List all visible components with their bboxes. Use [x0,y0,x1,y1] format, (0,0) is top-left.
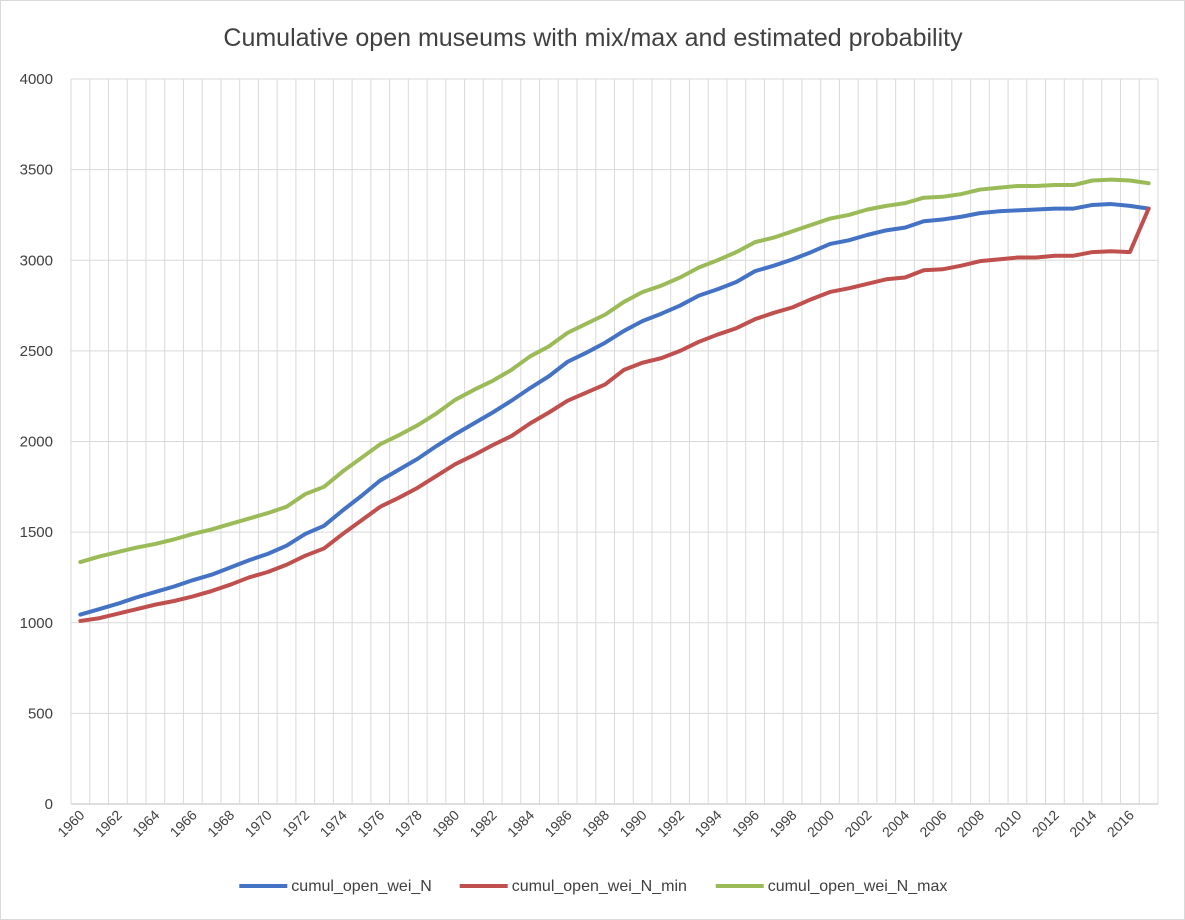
y-tick-label: 4000 [20,71,53,88]
gridlines [70,78,1159,805]
series-line-cumul-open-wei-N-max [78,177,1151,565]
y-tick-label: 1000 [20,615,53,632]
series-line-cumul-open-wei-N-min [78,206,1151,623]
series-line-cumul-open-wei-N [78,202,1151,617]
series-lines [78,177,1151,623]
y-tick-label: 1500 [20,524,53,541]
legend-item: cumul_open_wei_N_max [715,878,948,895]
legend-item: cumul_open_wei_N_min [459,878,687,895]
y-tick-label: 500 [28,705,53,722]
y-tick-label: 2000 [20,434,53,451]
legend-item: cumul_open_wei_N [239,878,432,895]
y-axis-tick-labels: 0 500 1000 1500 2000 2500 3000 3500 4000 [20,71,53,813]
y-tick-label: 2500 [20,343,53,360]
y-tick-label: 0 [45,796,53,813]
chart-title: Cumulative open museums with mix/max and… [223,24,963,52]
legend-label: cumul_open_wei_N [291,878,432,895]
legend: cumul_open_wei_N cumul_open_wei_N_min cumu… [239,878,947,895]
y-tick-label: 3000 [20,252,53,269]
y-tick-label: 3500 [20,162,53,179]
legend-label: cumul_open_wei_N_min [512,878,687,895]
legend-label: cumul_open_wei_N_max [768,878,948,895]
